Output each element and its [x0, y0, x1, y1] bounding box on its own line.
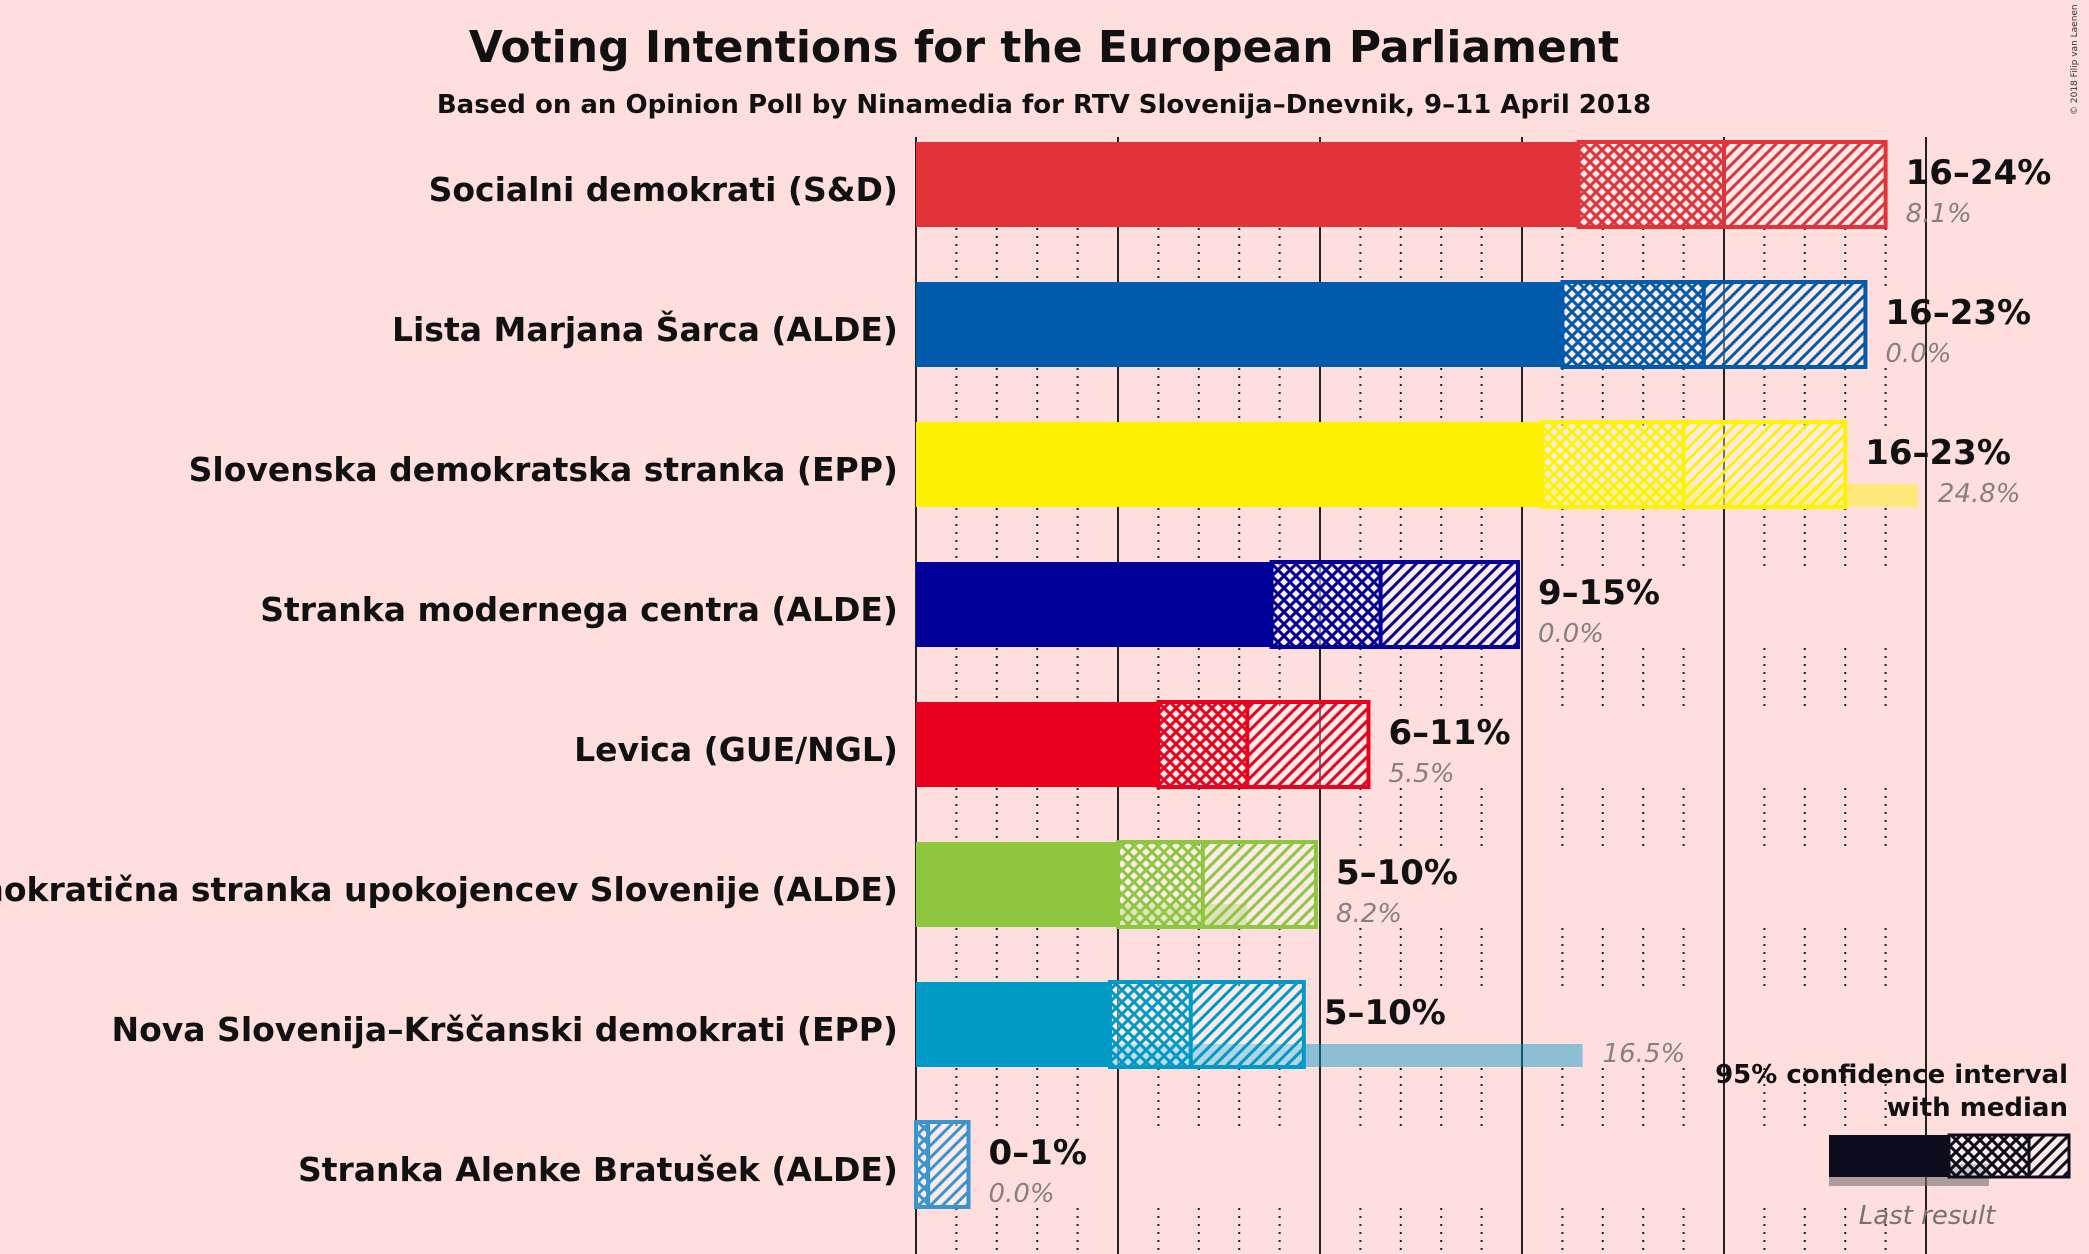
ci-crosshatch-bar: [1118, 842, 1203, 927]
ci-crosshatch-bar: [1271, 562, 1381, 647]
legend-last-result-label: Last result: [1859, 1201, 1996, 1231]
legend-crosshatch-segment: [1947, 1133, 2031, 1179]
legend-label-line2: with median: [1887, 1093, 2068, 1123]
party-row: Demokratična stranka upokojencev Sloveni…: [0, 840, 1458, 929]
party-label: Slovenska demokratska stranka (EPP): [189, 450, 898, 489]
chart-subtitle: Based on an Opinion Poll by Ninamedia fo…: [437, 90, 1651, 120]
range-label: 16–24%: [1906, 153, 2052, 193]
ci-solid-bar: [916, 702, 1159, 787]
ci-solid-bar: [916, 282, 1563, 367]
last-result-label: 16.5%: [1603, 1039, 1686, 1069]
last-result-label: 5.5%: [1388, 759, 1454, 789]
ci-outline: [1269, 560, 1520, 649]
party-label: Socialni demokrati (S&D): [429, 170, 898, 209]
party-row: Stranka Alenke Bratušek (ALDE) 0–1% 0.0%: [298, 1120, 1087, 1209]
party-row: Socialni demokrati (S&D) 16–24% 8.1%: [429, 140, 2052, 229]
party-label: Stranka modernega centra (ALDE): [260, 590, 898, 629]
legend: 95% confidence interval with median Last…: [1715, 1060, 2071, 1231]
party-label: Stranka Alenke Bratušek (ALDE): [298, 1150, 898, 1189]
party-label: Lista Marjana Šarca (ALDE): [392, 309, 898, 349]
ci-hatch-bar: [1683, 422, 1846, 507]
range-label: 6–11%: [1388, 713, 1510, 753]
ci-crosshatch-bar: [1562, 282, 1704, 367]
ci-solid-bar: [916, 422, 1543, 507]
last-result-label: 0.0%: [1885, 339, 1951, 369]
last-result-label: 24.8%: [1938, 479, 2021, 509]
party-row: Levica (GUE/NGL) 6–11% 5.5%: [574, 700, 1511, 789]
ci-hatch-bar: [1202, 842, 1316, 927]
legend-solid-segment: [1829, 1135, 1949, 1177]
ci-hatch-bar: [1247, 702, 1369, 787]
ci-hatch-bar: [928, 1122, 969, 1207]
ci-crosshatch-bar: [916, 1122, 929, 1207]
party-row: Nova Slovenija–Krščanski demokrati (EPP)…: [112, 980, 1686, 1069]
ci-outline: [1107, 980, 1306, 1069]
party-row: Slovenska demokratska stranka (EPP) 16–23…: [189, 420, 2021, 509]
range-label: 5–10%: [1324, 993, 1446, 1033]
ci-hatch-bar: [1724, 142, 1886, 227]
last-result-label: 8.2%: [1336, 899, 1402, 929]
ci-hatch-bar: [1703, 282, 1866, 367]
range-label: 16–23%: [1865, 433, 2011, 473]
legend-hatch-segment: [2027, 1133, 2071, 1179]
ci-outline: [1540, 420, 1848, 509]
ci-outline: [1560, 280, 1868, 369]
ci-solid-bar: [916, 142, 1579, 227]
legend-label-line1: 95% confidence interval: [1715, 1060, 2068, 1090]
ci-crosshatch-bar: [1542, 422, 1684, 507]
ci-outline: [914, 1120, 971, 1209]
range-label: 5–10%: [1336, 853, 1458, 893]
party-row: Lista Marjana Šarca (ALDE) 16–23% 0.0%: [392, 280, 2031, 369]
ci-crosshatch-bar: [1158, 702, 1248, 787]
party-label: Nova Slovenija–Krščanski demokrati (EPP): [112, 1010, 899, 1049]
ci-hatch-bar: [1190, 982, 1304, 1067]
last-result-label: 0.0%: [1538, 619, 1604, 649]
range-label: 0–1%: [989, 1133, 1087, 1173]
ci-outline: [1116, 840, 1318, 929]
ci-solid-bar: [916, 842, 1118, 927]
party-label: Demokratična stranka upokojencev Sloveni…: [0, 870, 898, 909]
ci-outline: [1576, 140, 1888, 229]
range-label: 16–23%: [1885, 293, 2031, 333]
ci-crosshatch-bar: [1578, 142, 1724, 227]
ci-hatch-bar: [1380, 562, 1518, 647]
ci-solid-bar: [916, 982, 1110, 1067]
party-label: Levica (GUE/NGL): [574, 730, 898, 769]
bars: Socialni demokrati (S&D) 16–24% 8.1% Lista …: [0, 140, 2052, 1209]
ci-outline: [1156, 700, 1371, 789]
range-label: 9–15%: [1538, 573, 1660, 613]
chart-title: Voting Intentions for the European Parli…: [469, 22, 1619, 73]
grid: [915, 137, 1927, 1254]
last-result-label: 0.0%: [989, 1179, 1055, 1209]
ci-crosshatch-bar: [1109, 982, 1191, 1067]
last-result-label: 8.1%: [1906, 199, 1972, 229]
copyright-note: © 2018 Filip van Laenen: [2070, 4, 2080, 115]
ci-solid-bar: [916, 562, 1272, 647]
party-row: Stranka modernega centra (ALDE) 9–15% 0.0%: [260, 560, 1660, 649]
